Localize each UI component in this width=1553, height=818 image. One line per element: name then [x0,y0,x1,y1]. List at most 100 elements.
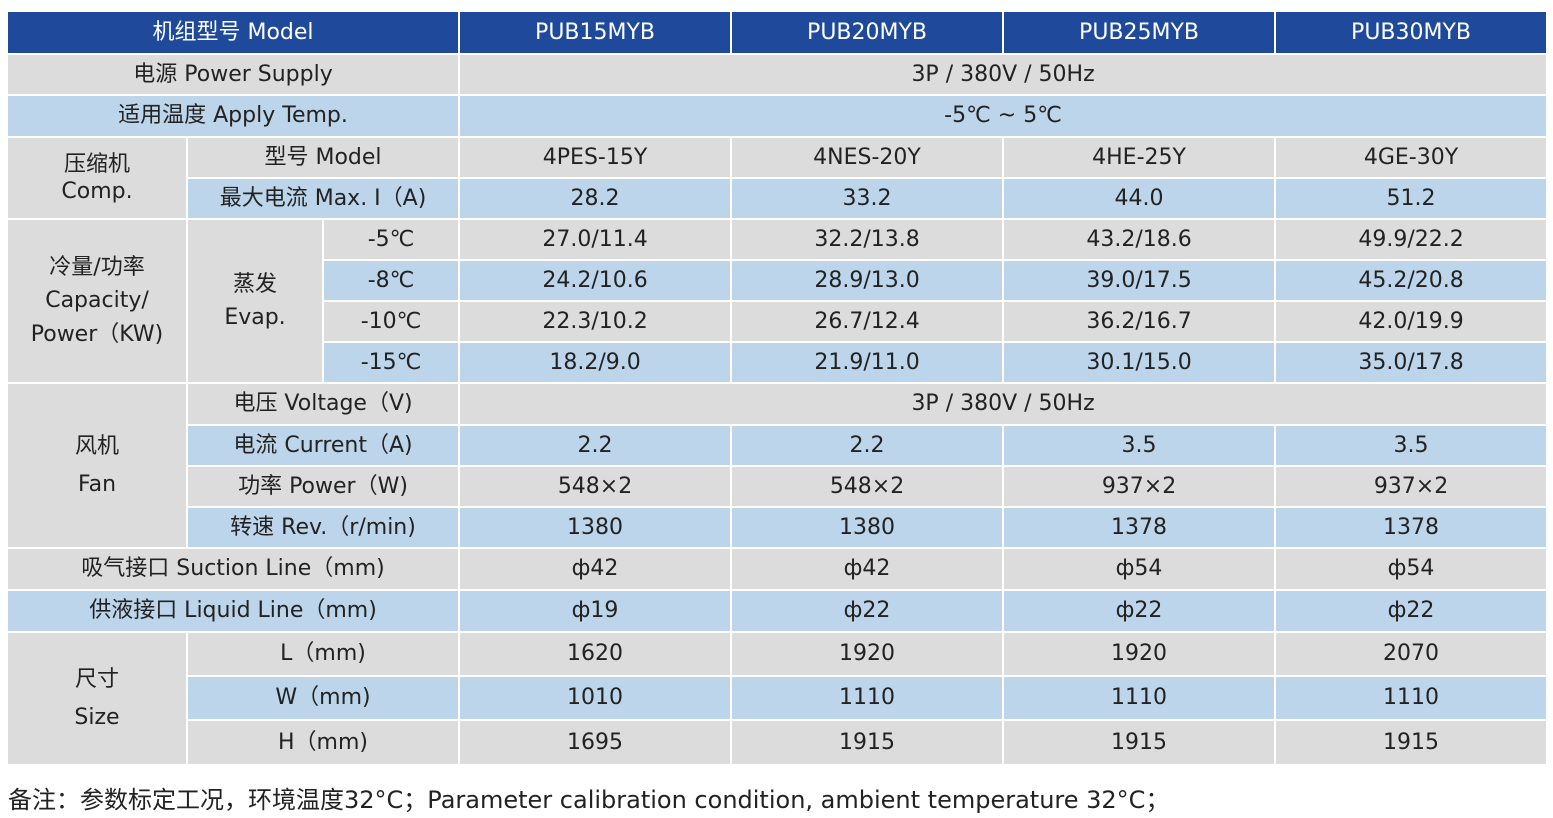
compressor-current-4: 51.2 [1274,177,1549,220]
capacity-cell: 32.2/13.8 [730,218,1005,261]
header-row: 机组型号 Model PUB15MYB PUB20MYB PUB25MYB PU… [5,10,1549,55]
liquid-line-label: 供液接口 Liquid Line（mm) [5,589,461,633]
compressor-model-row: 压缩机 Comp. 型号 Model 4PES-15Y 4NES-20Y 4HE… [6,136,1549,220]
size-height-cell: 1695 [458,719,733,766]
size-height-cell: 1915 [730,719,1005,766]
power-supply-label: 电源 Power Supply [5,53,461,96]
capacity-row-3: -10℃ 22.3/10.2 26.7/12.4 36.2/16.7 42.0/… [7,300,1549,343]
evap-group-label: 蒸发 Evap. [186,218,324,384]
size-label-cn: 尺寸 [74,667,119,692]
model-header-3: PUB25MYB [1002,10,1277,55]
size-length-cell: 2070 [1274,631,1549,677]
compressor-label-cn: 压缩机 [63,151,130,177]
evap-temp: -10℃ [321,300,461,343]
compressor-label-en: Comp. [61,179,133,204]
size-height-cell: 1915 [1274,719,1549,766]
capacity-group-label: 冷量/功率 Capacity/ Power（KW) [6,218,188,384]
size-length-row: 尺寸 Size L（mm) 1620 1920 1920 2070 [6,631,1549,766]
suction-line-label: 吸气接口 Suction Line（mm) [5,547,461,591]
capacity-cell: 49.9/22.2 [1274,218,1549,261]
model-header-1: PUB15MYB [458,10,733,55]
compressor-current-2: 33.2 [730,177,1005,220]
fan-power-cell: 548×2 [458,465,733,508]
fan-label-cn: 风机 [74,434,119,459]
size-width-row: W（mm) 1010 1110 1110 1110 [7,675,1549,721]
capacity-label-2: Capacity/ [45,288,149,314]
fan-current-label: 电流 Current（A) [185,424,461,467]
compressor-model-label: 型号 Model [185,136,461,179]
capacity-cell: 35.0/17.8 [1274,341,1549,384]
capacity-cell: 21.9/11.0 [730,341,1005,384]
compressor-current-label: 最大电流 Max. I（A) [185,177,461,220]
fan-power-label: 功率 Power（W) [185,465,461,508]
size-height-cell: 1915 [1002,719,1277,766]
capacity-row-2: -8℃ 24.2/10.6 28.9/13.0 39.0/17.5 45.2/2… [7,259,1549,302]
compressor-model-2: 4NES-20Y [730,136,1005,179]
fan-power-cell: 548×2 [730,465,1005,508]
suction-line-cell: ф54 [1002,547,1277,591]
power-supply-row: 电源 Power Supply 3P / 380V / 50Hz [5,53,1549,96]
fan-rev-cell: 1378 [1002,506,1277,549]
size-width-cell: 1010 [458,675,733,721]
fan-rev-label: 转速 Rev.（r/min) [185,506,461,549]
compressor-current-1: 28.2 [458,177,733,220]
size-group-label: 尺寸 Size [6,631,188,766]
size-width-cell: 1110 [730,675,1005,721]
fan-current-cell: 3.5 [1002,424,1277,467]
size-height-label: H（mm) [185,719,461,766]
capacity-cell: 18.2/9.0 [458,341,733,384]
fan-power-row: 功率 Power（W) 548×2 548×2 937×2 937×2 [7,465,1549,508]
apply-temp-value: -5℃ ~ 5℃ [458,94,1549,138]
liquid-line-row: 供液接口 Liquid Line（mm) ф19 ф22 ф22 ф22 [5,589,1549,633]
fan-label-en: Fan [77,471,117,497]
size-width-cell: 1110 [1002,675,1277,721]
footnote: 备注：参数标定工况，环境温度32°C；Parameter calibration… [8,786,1170,814]
apply-temp-label: 适用温度 Apply Temp. [5,94,461,138]
fan-voltage-value: 3P / 380V / 50Hz [458,382,1549,426]
capacity-cell: 43.2/18.6 [1002,218,1277,261]
capacity-cell: 26.7/12.4 [730,300,1005,343]
fan-rev-cell: 1380 [730,506,1005,549]
capacity-label-1: 冷量/功率 [49,254,145,280]
compressor-current-row: 最大电流 Max. I（A) 28.2 33.2 44.0 51.2 [7,177,1549,220]
capacity-row-1: 冷量/功率 Capacity/ Power（KW) 蒸发 Evap. -5℃ 2… [6,218,1549,384]
size-height-row: H（mm) 1695 1915 1915 1915 [7,719,1549,766]
capacity-label-3: Power（KW) [30,321,164,347]
evap-temp: -5℃ [321,218,461,261]
liquid-line-cell: ф22 [730,589,1005,633]
suction-line-row: 吸气接口 Suction Line（mm) ф42 ф42 ф54 ф54 [5,547,1549,591]
spec-table: 机组型号 Model PUB15MYB PUB20MYB PUB25MYB PU… [5,10,1549,766]
apply-temp-row: 适用温度 Apply Temp. -5℃ ~ 5℃ [5,94,1549,138]
model-header-4: PUB30MYB [1274,10,1549,55]
compressor-model-4: 4GE-30Y [1274,136,1549,179]
fan-current-cell: 2.2 [730,424,1005,467]
capacity-cell: 39.0/17.5 [1002,259,1277,302]
compressor-group-label: 压缩机 Comp. [6,136,188,220]
suction-line-cell: ф54 [1274,547,1549,591]
size-length-cell: 1920 [730,631,1005,677]
size-length-label: L（mm) [185,631,461,677]
capacity-cell: 22.3/10.2 [458,300,733,343]
liquid-line-cell: ф22 [1274,589,1549,633]
fan-rev-cell: 1380 [458,506,733,549]
model-header-label: 机组型号 Model [5,10,461,55]
compressor-current-3: 44.0 [1002,177,1277,220]
fan-voltage-row: 风机 Fan 电压 Voltage（V) 3P / 380V / 50Hz [6,382,1549,549]
capacity-cell: 30.1/15.0 [1002,341,1277,384]
evap-label-en: Evap. [224,305,286,330]
size-length-cell: 1620 [458,631,733,677]
capacity-cell: 36.2/16.7 [1002,300,1277,343]
evap-temp: -8℃ [321,259,461,302]
power-supply-value: 3P / 380V / 50Hz [458,53,1549,96]
size-width-label: W（mm) [185,675,461,721]
liquid-line-cell: ф22 [1002,589,1277,633]
model-header-2: PUB20MYB [730,10,1005,55]
size-length-cell: 1920 [1002,631,1277,677]
fan-voltage-label: 电压 Voltage（V) [185,382,461,426]
capacity-cell: 28.9/13.0 [730,259,1005,302]
suction-line-cell: ф42 [730,547,1005,591]
fan-power-cell: 937×2 [1274,465,1549,508]
evap-label-cn: 蒸发 [232,271,277,297]
liquid-line-cell: ф19 [458,589,733,633]
size-label-en: Size [74,704,120,730]
